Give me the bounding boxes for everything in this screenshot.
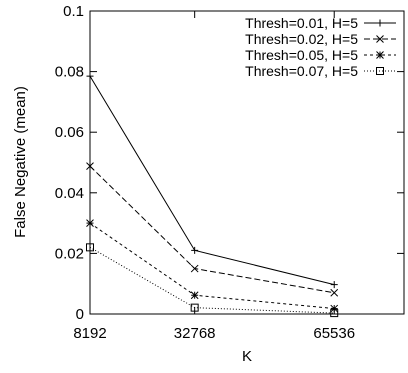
data-point: [330, 304, 339, 313]
data-point: [330, 309, 339, 318]
series-2: [86, 162, 339, 297]
legend-marker: [376, 35, 384, 43]
y-tick-label: 0: [76, 306, 84, 323]
series-line: [89, 165, 335, 294]
y-tick-label: 0.02: [55, 245, 84, 262]
plot-frame: [89, 10, 405, 315]
data-point: [190, 303, 199, 312]
legend-marker: [376, 19, 384, 27]
data-point: [191, 246, 199, 254]
legend-entry: Thresh=0.07, H=5: [245, 63, 396, 79]
legend-entry: Thresh=0.02, H=5: [245, 31, 396, 47]
y-axis-title: False Negative (mean): [12, 86, 29, 238]
y-tick-label: 0.06: [55, 124, 84, 141]
legend-marker: [376, 51, 384, 59]
series-line: [89, 246, 335, 314]
data-point: [190, 264, 199, 273]
data-point: [190, 291, 199, 300]
legend-label: Thresh=0.05, H=5: [245, 47, 358, 63]
legend-entry: Thresh=0.01, H=5: [245, 15, 396, 31]
legend-label: Thresh=0.07, H=5: [245, 63, 358, 79]
x-tick-label: 8192: [73, 325, 106, 342]
data-point: [86, 243, 94, 252]
y-tick-label: 0.1: [63, 3, 84, 20]
series-line: [89, 75, 335, 286]
axis-ticks: 0 0.02 0.04 0.06 0.08 0.1 8192 32768 65536: [55, 3, 404, 342]
series-3: [86, 219, 339, 313]
data-point: [330, 288, 339, 297]
legend-label: Thresh=0.02, H=5: [245, 31, 358, 47]
legend-entry: Thresh=0.05, H=5: [245, 47, 396, 63]
y-tick-label: 0.04: [55, 185, 84, 202]
x-tick-label: 32768: [174, 325, 216, 342]
y-tick-label: 0.08: [55, 64, 84, 81]
data-point: [86, 72, 94, 80]
data-point: [330, 281, 338, 289]
x-axis-title: K: [242, 348, 252, 365]
series-4: [86, 243, 339, 318]
data-point: [86, 219, 94, 227]
series-line: [89, 222, 335, 310]
legend-label: Thresh=0.01, H=5: [245, 15, 358, 31]
series-1: [86, 72, 338, 289]
series-layer: [86, 72, 339, 318]
legend-marker: [376, 67, 384, 75]
data-point: [86, 162, 94, 170]
x-tick-label: 65536: [313, 325, 355, 342]
